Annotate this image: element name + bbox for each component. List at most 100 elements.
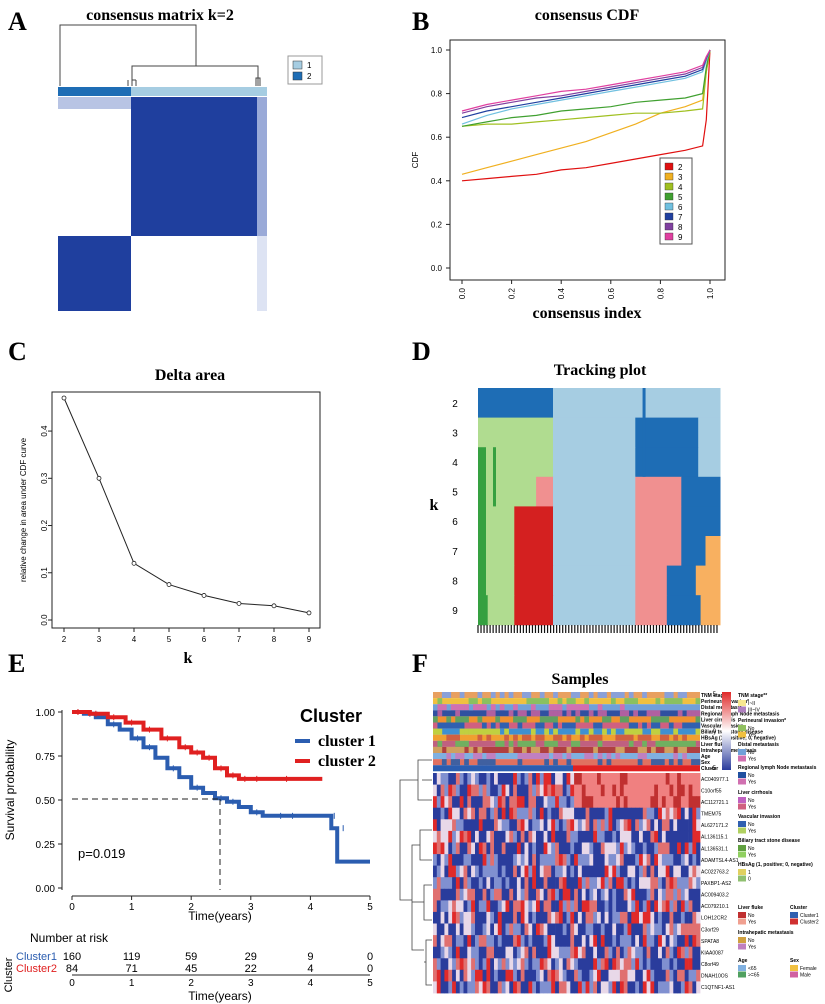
heatmap-cell: [547, 819, 552, 832]
annotation-cell: [677, 692, 683, 699]
heatmap-cell: [490, 807, 495, 820]
gene-label: DNAH10OS: [701, 974, 729, 980]
annotation-cell: [517, 722, 523, 729]
legend-swatch: [790, 971, 798, 978]
gene-label: PAXBP1-AS2: [701, 881, 731, 887]
annotation-cell: [633, 728, 638, 735]
heatmap-cell: [471, 865, 476, 878]
heatmap-cell: [646, 935, 651, 948]
annotation-cell: [455, 734, 460, 741]
heatmap-cell: [692, 819, 697, 832]
annotation-cell: [517, 710, 523, 717]
heatmap-cell: [642, 946, 647, 959]
heatmap-cell: [581, 796, 586, 809]
heatmap-cell: [471, 830, 476, 843]
matrix-block-cluster-2: [131, 97, 257, 236]
heatmap-cell: [440, 796, 445, 809]
matrix-fringe-bottom: [257, 236, 267, 311]
heatmap-cell: [684, 877, 689, 890]
heatmap-cell: [471, 784, 476, 797]
heatmap-cell: [532, 796, 537, 809]
heatmap-cell: [444, 854, 449, 867]
heatmap-cell: [619, 784, 625, 797]
heatmap-cell: [673, 830, 678, 843]
heatmap-cell: [497, 773, 502, 785]
annotation-cell: [557, 710, 563, 717]
tracking-cell-k4: [553, 447, 636, 478]
heatmap-cell: [543, 830, 548, 843]
heatmap-cell: [646, 888, 651, 901]
heatmap-cell: [574, 877, 579, 890]
heatmap-cell: [604, 830, 609, 843]
heatmap-cell: [440, 969, 445, 982]
heatmap-cell: [463, 923, 468, 936]
heatmap-cell: [635, 946, 640, 959]
heatmap-cell: [463, 935, 468, 948]
heatmap-cell: [524, 865, 529, 878]
heatmap-cell: [539, 969, 544, 982]
heatmap-cell: [543, 958, 548, 971]
annotation-cell: [539, 716, 545, 723]
heatmap-cell: [593, 877, 598, 890]
heatmap-cell: [501, 888, 506, 901]
heatmap-cell: [581, 911, 586, 924]
heatmap-cell: [478, 923, 483, 936]
gene-label: C1QTNF1-AS1: [701, 985, 735, 991]
heatmap-cell: [608, 888, 613, 901]
gene-label: AL136531.1: [701, 846, 728, 852]
heatmap-cell: [455, 773, 461, 785]
legend-label-cluster2: cluster 2: [318, 753, 376, 770]
heatmap-cell: [452, 877, 457, 890]
legend-item: I~II: [748, 701, 755, 707]
legend-swatch: [738, 918, 746, 925]
heatmap-cell: [574, 946, 579, 959]
heatmap-cell: [623, 900, 628, 913]
heatmap-cell: [497, 923, 502, 936]
heatmap-cell: [436, 888, 441, 901]
annotation-cell: [584, 704, 590, 711]
heatmap-cell: [627, 842, 632, 855]
heatmap-cell: [440, 807, 445, 820]
heatmap-cell: [547, 969, 552, 982]
heatmap-cell: [471, 854, 476, 867]
heatmap-cell: [570, 923, 575, 936]
annotation-cell: [691, 710, 696, 717]
heatmap-cell: [696, 923, 701, 936]
heatmap-cell: [516, 888, 522, 901]
heatmap-cell: [566, 935, 571, 948]
legend-swatch: [738, 851, 746, 858]
heatmap-cell: [585, 877, 590, 890]
heatmap-cell: [589, 830, 594, 843]
heatmap-cell: [574, 784, 579, 797]
survival-ytick-label: 0.50: [36, 796, 56, 807]
heatmap-cell: [516, 923, 522, 936]
heatmap-cell: [494, 819, 499, 832]
annotation-cell: [566, 759, 572, 766]
annotation-track: [433, 692, 700, 699]
heatmap-cell: [471, 842, 476, 855]
heatmap-cell: [585, 958, 590, 971]
annotation-cell: [588, 753, 594, 760]
heatmap-cell: [642, 969, 647, 982]
heatmap-cell: [608, 923, 613, 936]
heatmap-cell: [577, 888, 583, 901]
heatmap-cell: [471, 796, 476, 809]
heatmap-cell: [482, 888, 487, 901]
heatmap-cell: [551, 865, 556, 878]
heatmap-cell: [452, 854, 457, 867]
heatmap-cell: [642, 911, 647, 924]
heatmap-cell: [692, 969, 697, 982]
heatmap-cell: [524, 900, 529, 913]
heatmap-cell: [444, 911, 449, 924]
annotation-cell: [682, 722, 687, 729]
heatmap-cell: [616, 923, 621, 936]
annotation-cell: [459, 728, 465, 735]
heatmap-cell: [654, 969, 659, 982]
heatmap-cell: [654, 981, 659, 994]
heatmap-cell: [520, 830, 525, 843]
heatmap-cell: [478, 900, 483, 913]
legend-swatch: [738, 755, 746, 762]
heatmap-cell: [459, 773, 464, 785]
heatmap-cell: [593, 842, 598, 855]
